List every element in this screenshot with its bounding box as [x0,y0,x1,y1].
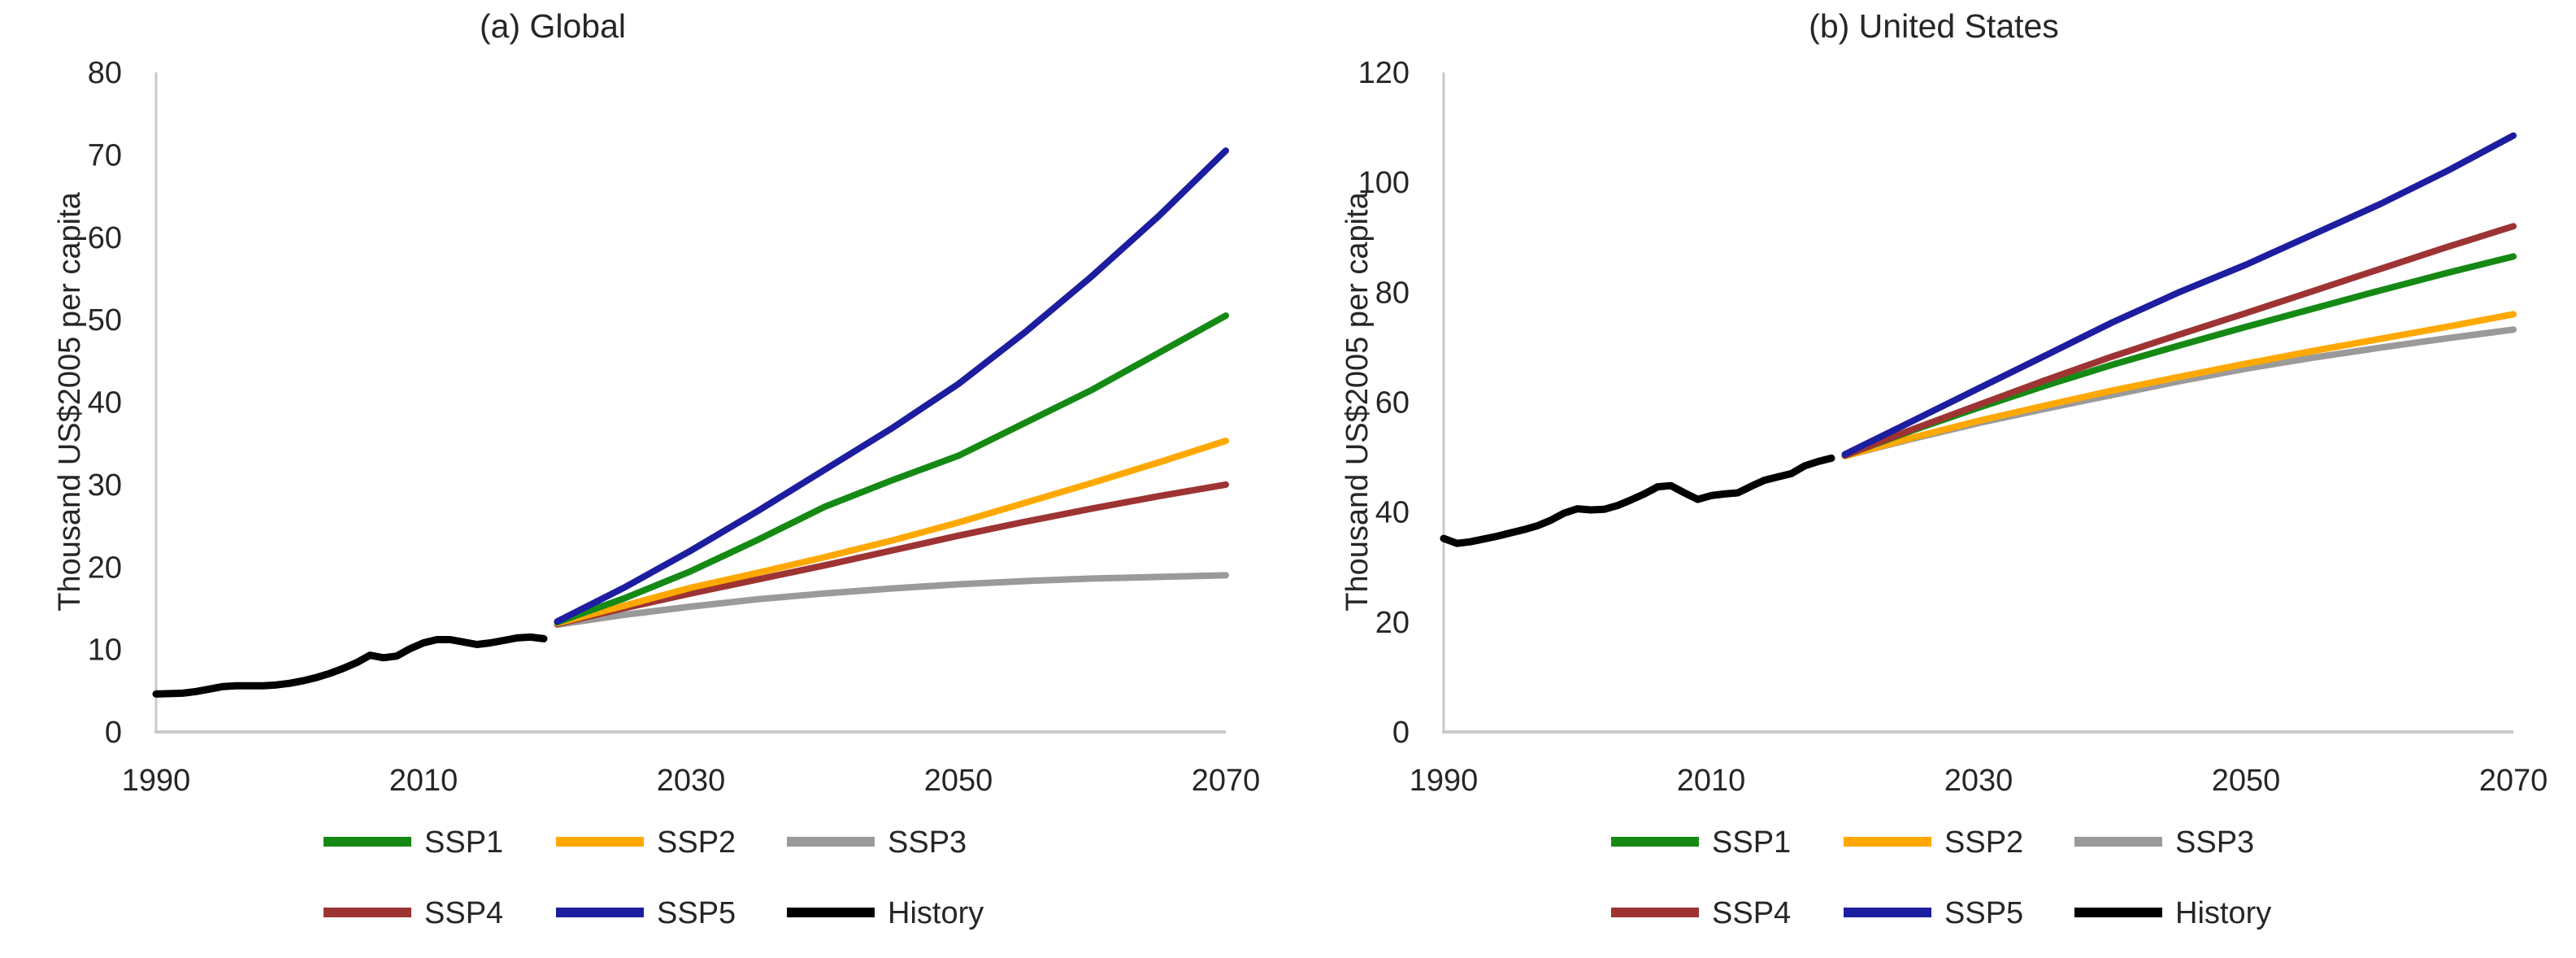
y-tick-label: 80 [88,56,122,90]
x-tick-label: 2010 [1677,764,1746,798]
series-line-ssp1 [1841,253,2517,459]
x-tick-label: 2010 [389,764,458,798]
y-tick-label: 20 [88,551,122,585]
y-tick-label: 0 [1392,716,1410,750]
series-line-ssp2 [1841,311,2517,459]
legend-label-ssp5: SSP5 [1944,896,2023,930]
x-tick-label: 2030 [657,764,726,798]
y-tick-label: 20 [1375,606,1410,640]
y-tick-label: 60 [1375,386,1410,420]
y-tick-label: 0 [105,716,122,750]
legend-label-history: History [2175,896,2271,930]
panel-global-title: (a) Global [480,7,626,45]
series-line-ssp2 [554,438,1229,627]
x-tick-label: 2070 [2479,764,2548,798]
series-line-history [152,633,548,698]
legend-label-ssp2: SSP2 [657,825,736,860]
series-line-ssp5 [1841,132,2517,458]
y-tick-label: 60 [88,221,122,255]
y-tick-label: 80 [1375,276,1410,310]
legend-label-ssp3: SSP3 [2175,825,2254,860]
legend-label-history: History [888,896,984,930]
x-tick-label: 2030 [1944,764,2013,798]
series-line-ssp3 [554,572,1229,629]
legend-label-ssp3: SSP3 [888,825,967,860]
y-tick-label: 30 [88,468,122,503]
series-line-ssp4 [554,481,1229,628]
x-tick-label: 2050 [2212,764,2281,798]
legend-label-ssp2: SSP2 [1944,825,2023,860]
y-tick-label: 40 [1375,496,1410,530]
y-tick-label: 120 [1358,56,1410,90]
legend-label-ssp1: SSP1 [1712,825,1791,860]
x-tick-label: 1990 [1410,764,1479,798]
series-line-history [1440,454,1835,547]
y-tick-label: 40 [88,386,122,420]
y-tick-label: 50 [88,303,122,337]
legend-label-ssp4: SSP4 [1712,896,1791,930]
legend-label-ssp4: SSP4 [424,896,503,930]
x-tick-label: 2070 [1192,764,1261,798]
series-line-ssp4 [1841,223,2517,459]
y-axis-label: Thousand US$2005 per capita [53,191,87,611]
panel-united-states-title: (b) United States [1809,7,2059,45]
legend-label-ssp5: SSP5 [657,896,736,930]
y-axis-label: Thousand US$2005 per capita [1340,191,1375,611]
y-tick-label: 100 [1358,166,1410,200]
y-tick-label: 10 [88,634,122,668]
x-tick-label: 2050 [924,764,993,798]
panel-united-states: (b) United States 0 20 40 60 80 100 120 1990 201… [1340,7,2548,930]
y-tick-label: 70 [88,138,122,172]
series-line-ssp1 [554,312,1229,626]
x-tick-label: 1990 [122,764,191,798]
legend-label-ssp1: SSP1 [424,825,503,860]
panel-united-states-plot: 0 20 40 60 80 100 120 1990 2010 2030 2050 2070 Thous… [1340,56,2548,930]
series-line-ssp5 [554,147,1229,625]
